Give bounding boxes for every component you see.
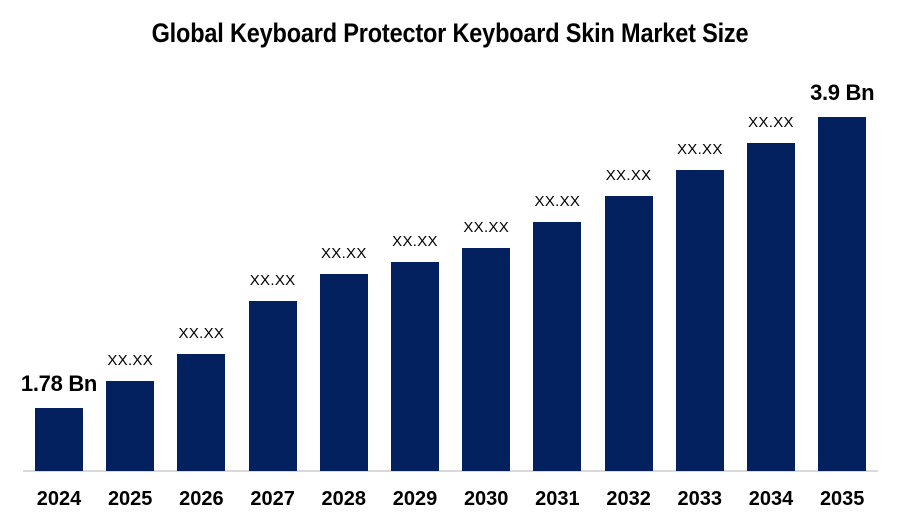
x-tick-label-2027: 2027	[250, 488, 295, 510]
bar-2024	[35, 408, 83, 471]
x-tick-label-2035: 2035	[819, 488, 865, 510]
bar-2035	[818, 117, 867, 471]
bar-2031	[533, 222, 582, 471]
bar-value-label-2030: XX.XX	[463, 219, 510, 236]
bar-value-label-2027: XX.XX	[249, 272, 296, 289]
bar-2026	[177, 354, 226, 471]
bar-2033	[675, 170, 724, 471]
bar-value-label-2033: XX.XX	[676, 141, 723, 158]
bar-value-label-2032: XX.XX	[605, 167, 652, 184]
bar-2029	[391, 262, 439, 471]
x-tick-label-2033: 2033	[677, 488, 723, 510]
x-tick-label-2025: 2025	[107, 488, 153, 510]
x-tick-label-2029: 2029	[392, 488, 438, 510]
x-axis-line	[23, 470, 878, 472]
chart-title: Global Keyboard Protector Keyboard Skin …	[151, 18, 749, 48]
bar-value-label-2028: XX.XX	[320, 245, 367, 262]
bar-value-label-2024: 1.78 Bn	[20, 371, 98, 396]
x-tick-label-2024: 2024	[36, 488, 82, 510]
x-tick-label-2031: 2031	[535, 488, 580, 510]
bar-value-label-2026: XX.XX	[178, 325, 225, 342]
bar-value-label-2035: 3.9 Bn	[810, 80, 875, 105]
x-tick-label-2028: 2028	[321, 488, 367, 510]
bar-2030	[462, 248, 511, 471]
x-tick-label-2026: 2026	[179, 488, 224, 510]
x-tick-label-2030: 2030	[463, 488, 509, 510]
bar-2032	[604, 196, 653, 471]
bar-value-label-2031: XX.XX	[534, 193, 581, 210]
bar-2034	[747, 143, 795, 471]
bar-value-label-2029: XX.XX	[392, 233, 438, 250]
x-tick-label-2034: 2034	[748, 488, 794, 510]
bar-value-label-2034: XX.XX	[748, 114, 794, 131]
chart-title-row: Global Keyboard Protector Keyboard Skin …	[0, 18, 900, 49]
x-tick-label-2032: 2032	[606, 488, 651, 510]
bar-2028	[319, 274, 368, 471]
bar-2027	[248, 301, 297, 471]
bar-value-label-2025: XX.XX	[107, 352, 154, 369]
bar-2025	[106, 381, 155, 471]
